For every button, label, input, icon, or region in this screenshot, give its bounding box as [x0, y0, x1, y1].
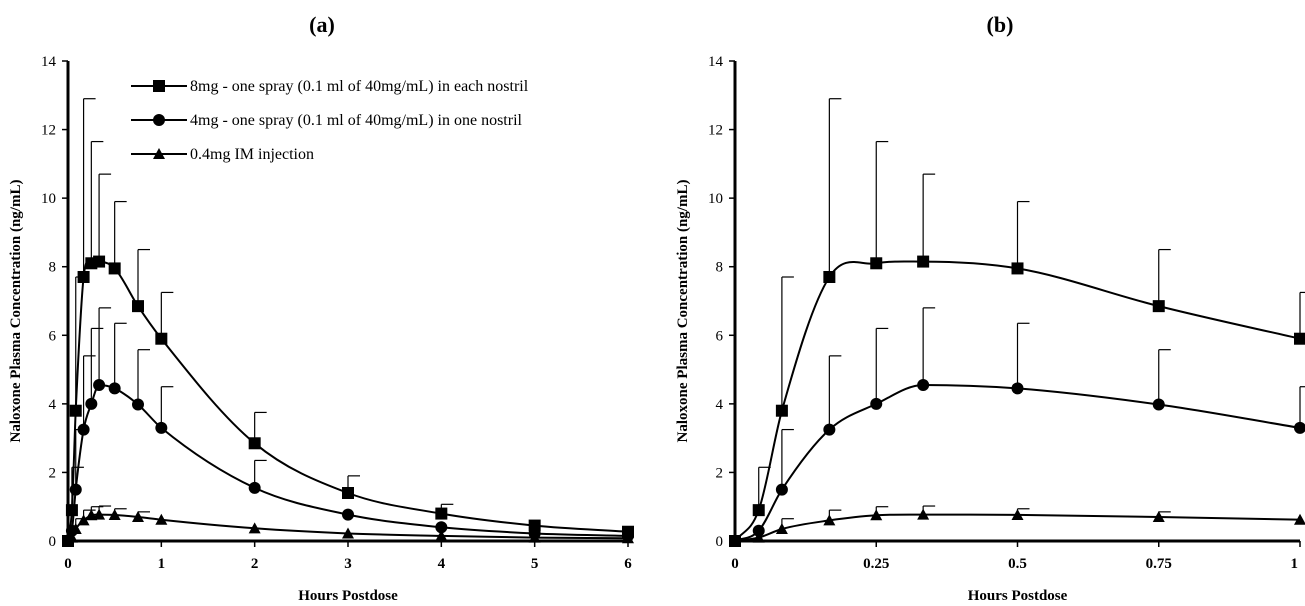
- y-tick-label: 14: [708, 54, 724, 70]
- y-tick-label: 0: [716, 534, 724, 550]
- data-point-square-marker: [109, 262, 121, 274]
- y-tick-label: 10: [708, 191, 723, 207]
- panel-title: (b): [987, 12, 1014, 37]
- x-tick-label: 1: [1291, 556, 1299, 572]
- x-tick-label: 0.25: [863, 556, 889, 572]
- y-tick-label: 4: [49, 397, 57, 413]
- data-point-square-marker: [435, 508, 447, 520]
- panel-title: (a): [309, 12, 335, 37]
- y-tick-label: 0: [49, 534, 57, 550]
- y-tick-label: 4: [716, 397, 724, 413]
- x-tick-label: 0.75: [1146, 556, 1172, 572]
- series-square: [62, 99, 634, 547]
- data-point-square-marker: [1294, 333, 1305, 345]
- data-point-circle-marker: [109, 382, 121, 394]
- data-point-square-marker: [155, 333, 167, 345]
- data-point-square-marker: [1012, 262, 1024, 274]
- series-line: [735, 261, 1300, 541]
- data-point-square-marker: [917, 256, 929, 268]
- data-point-square-marker: [249, 437, 261, 449]
- x-tick-label: 4: [438, 556, 446, 572]
- data-point-square-marker: [870, 257, 882, 269]
- y-tick-label: 6: [49, 328, 57, 344]
- series-line: [68, 261, 628, 541]
- y-axis-title: Naloxone Plasma Concentration (ng/mL): [675, 180, 691, 443]
- legend: 8mg - one spray (0.1 ml of 40mg/mL) in e…: [131, 78, 529, 163]
- panel-b-chart: (b) 0 2 4 6 8 10 12 14 0 0.25 0.5 0.75 1 Hours Postdos…: [675, 12, 1305, 604]
- data-point-circle-marker: [93, 379, 105, 391]
- x-tick-label: 0: [731, 556, 739, 572]
- data-point-circle-marker: [823, 424, 835, 436]
- data-point-square-marker: [776, 405, 788, 417]
- x-tick-label: 0: [64, 556, 72, 572]
- data-point-circle-marker: [1294, 422, 1305, 434]
- x-tick-label: 6: [624, 556, 632, 572]
- data-point-circle-marker: [132, 399, 144, 411]
- data-point-circle-marker: [1012, 382, 1024, 394]
- legend-label: 8mg - one spray (0.1 ml of 40mg/mL) in e…: [190, 78, 529, 95]
- data-point-square-marker: [93, 256, 105, 268]
- data-point-circle-marker: [70, 484, 82, 496]
- data-point-circle-marker: [78, 424, 90, 436]
- y-tick-label: 8: [716, 260, 724, 276]
- data-point-circle-marker: [870, 398, 882, 410]
- data-point-circle-marker: [776, 484, 788, 496]
- y-axis-title: Naloxone Plasma Concentration (ng/mL): [8, 180, 24, 443]
- data-point-square-marker: [70, 405, 82, 417]
- x-tick-label: 3: [344, 556, 352, 572]
- data-point-circle-marker: [342, 509, 354, 521]
- data-point-circle-marker: [1153, 399, 1165, 411]
- y-tick-label: 2: [49, 465, 57, 481]
- legend-label: 4mg - one spray (0.1 ml of 40mg/mL) in o…: [190, 112, 523, 129]
- data-point-square-marker: [66, 504, 78, 516]
- data-point-circle-marker: [249, 482, 261, 494]
- data-point-circle-marker: [85, 398, 97, 410]
- data-point-square-marker: [78, 271, 90, 283]
- series-square: [729, 99, 1305, 547]
- y-tick-label: 14: [41, 54, 57, 70]
- data-point-circle-marker: [917, 379, 929, 391]
- x-tick-label: 1: [158, 556, 166, 572]
- x-tick-label: 0.5: [1008, 556, 1027, 572]
- data-point-square-marker: [1153, 300, 1165, 312]
- legend-square-marker: [153, 80, 165, 92]
- x-tick-label: 5: [531, 556, 539, 572]
- series-circle: [62, 308, 634, 547]
- x-axis-title: Hours Postdose: [968, 588, 1068, 604]
- legend-circle-marker: [153, 114, 165, 126]
- legend-label: 0.4mg IM injection: [190, 146, 314, 163]
- y-tick-label: 6: [716, 328, 724, 344]
- data-point-square-marker: [342, 487, 354, 499]
- data-point-square-marker: [753, 504, 765, 516]
- x-axis-title: Hours Postdose: [298, 588, 398, 604]
- y-tick-label: 10: [41, 191, 56, 207]
- y-tick-label: 12: [708, 123, 723, 139]
- y-tick-label: 8: [49, 260, 57, 276]
- y-tick-label: 2: [716, 465, 724, 481]
- data-point-square-marker: [823, 271, 835, 283]
- y-tick-label: 12: [41, 123, 56, 139]
- data-point-circle-marker: [155, 422, 167, 434]
- data-point-square-marker: [132, 300, 144, 312]
- x-tick-label: 2: [251, 556, 259, 572]
